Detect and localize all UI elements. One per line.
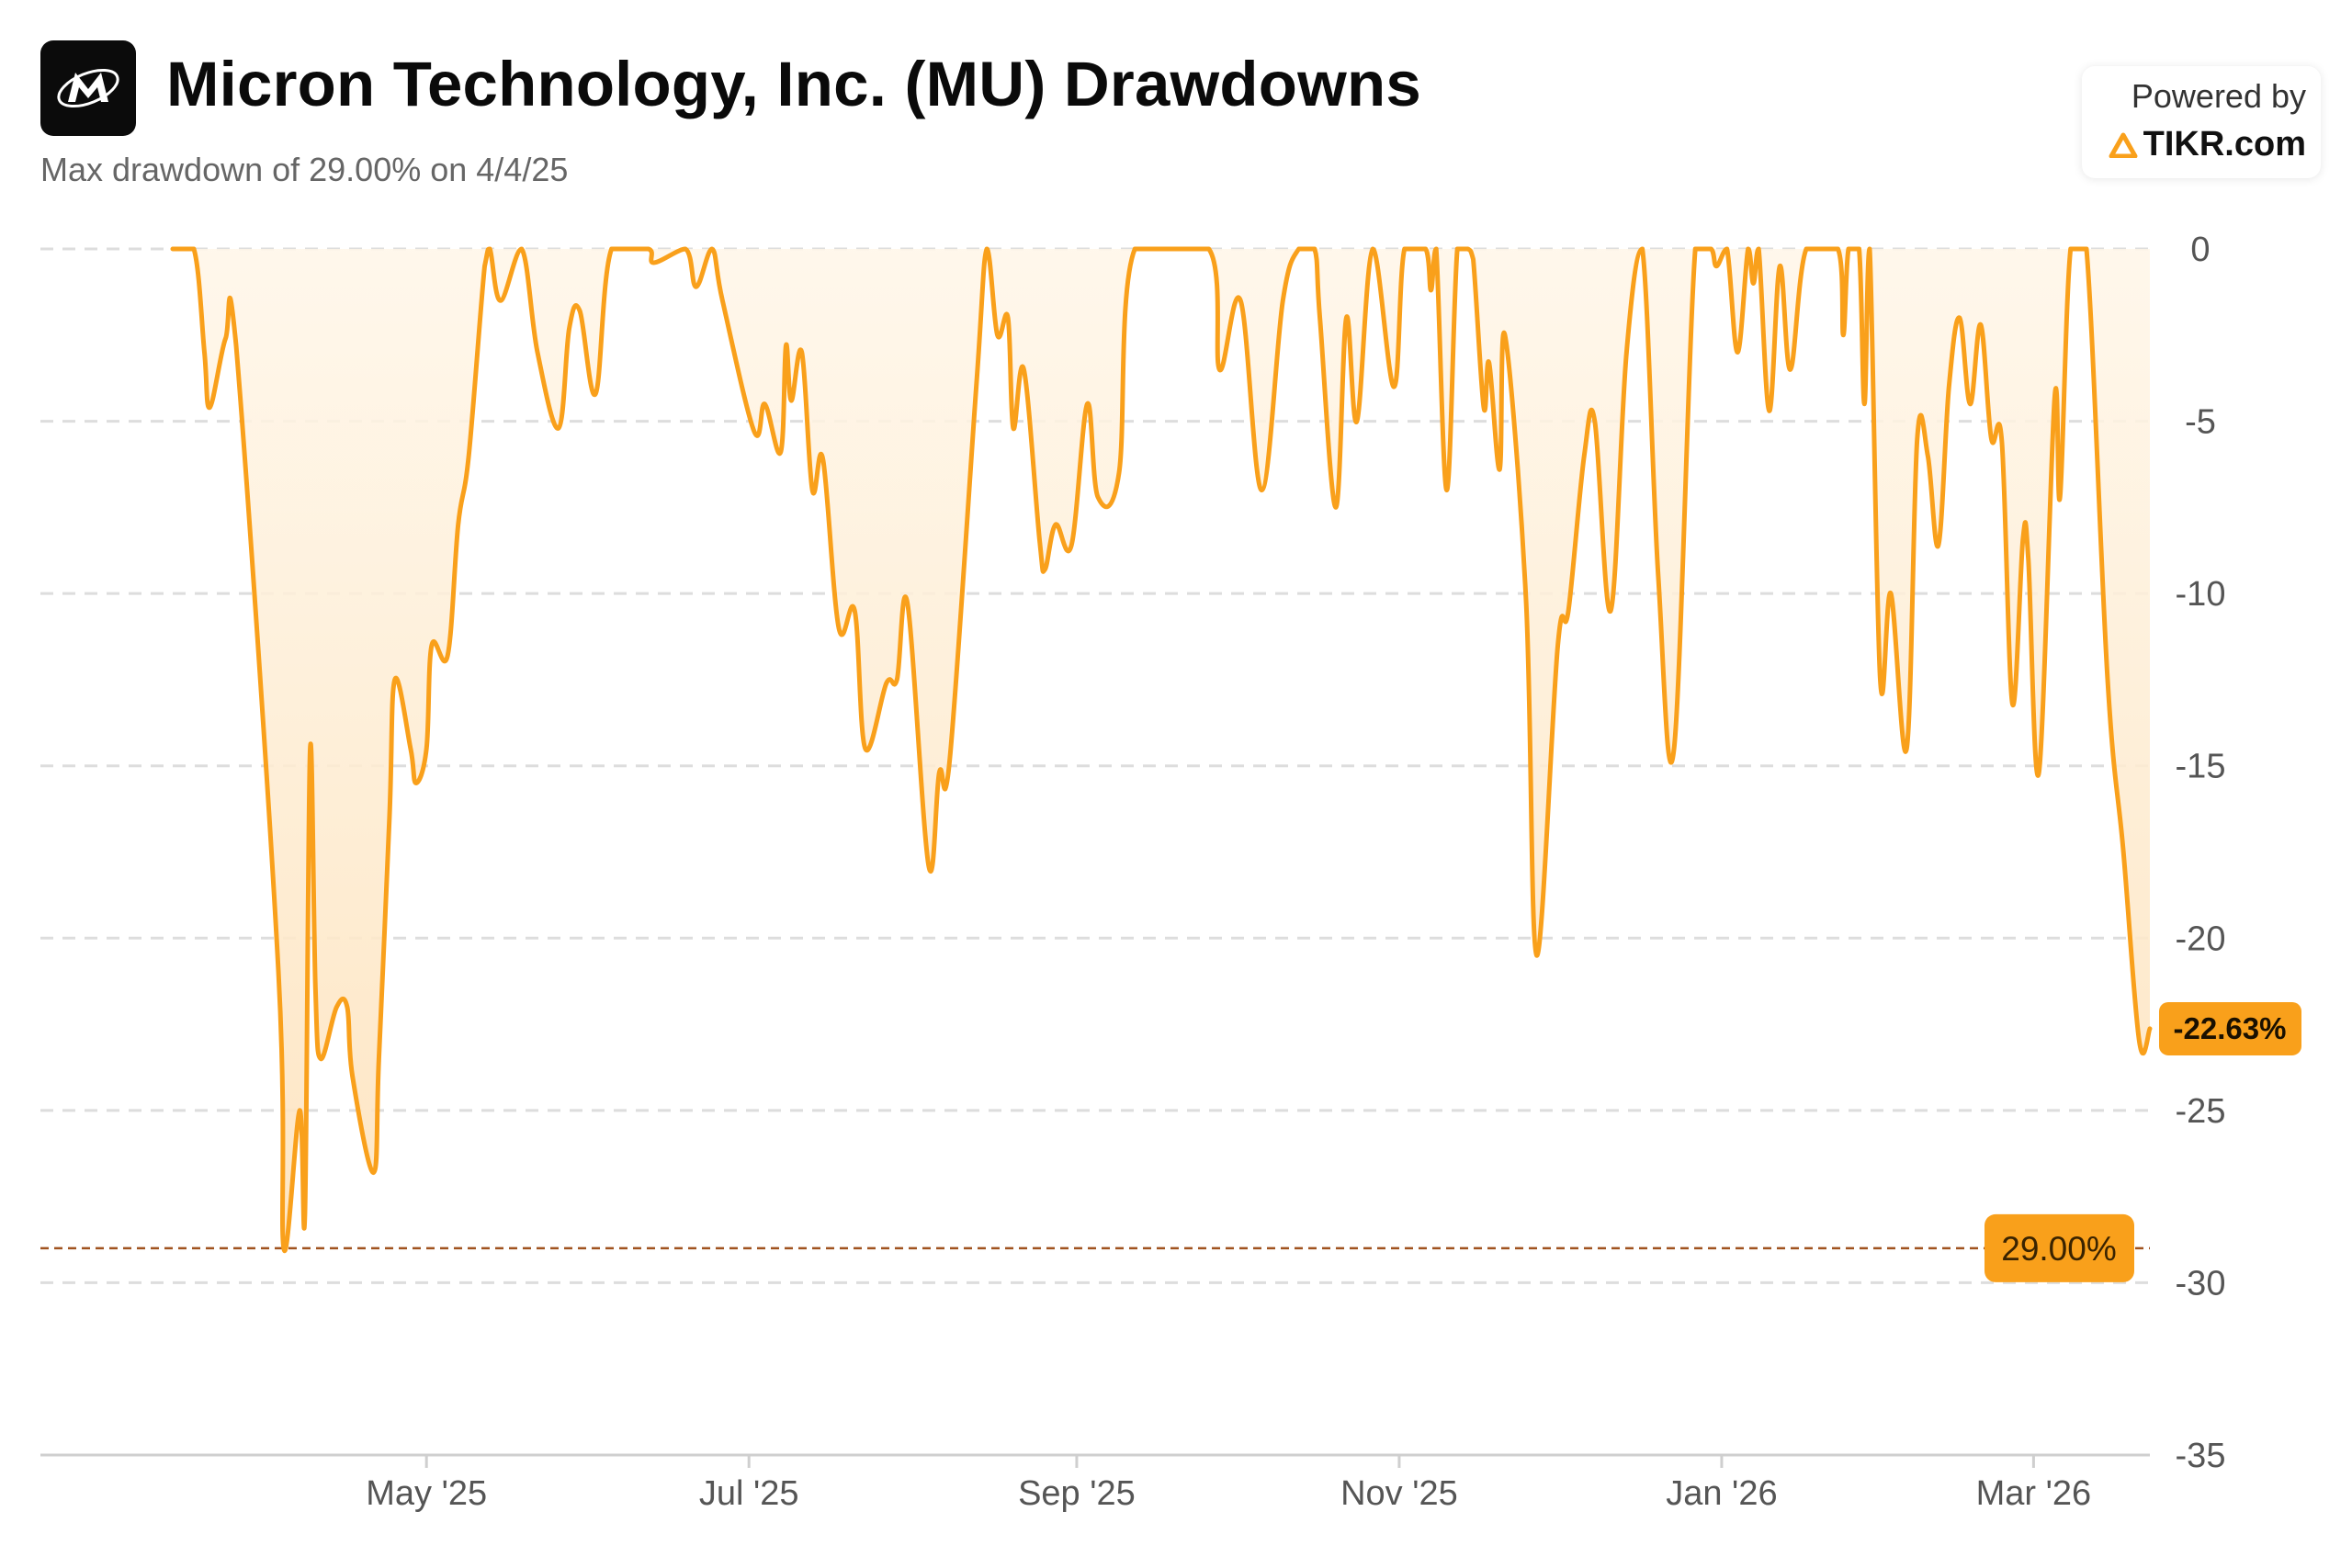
powered-by-label: Powered by — [2131, 77, 2306, 115]
y-tick-label: -20 — [2176, 919, 2226, 958]
page-title: Micron Technology, Inc. (MU) Drawdowns — [166, 49, 1421, 119]
x-tick-label: Nov '25 — [1340, 1474, 1458, 1513]
y-tick-label: -30 — [2176, 1264, 2226, 1303]
drawdown-line — [170, 246, 2153, 1254]
micron-logo-icon — [40, 40, 136, 136]
x-axis: May '25 Jul '25 Sep '25 Nov '25 Jan '26 Mar '… — [40, 1453, 2150, 1513]
y-tick-label: 0 — [2190, 231, 2210, 269]
brand-name: TIKR.com — [2143, 125, 2306, 164]
x-tick-label: Jul '25 — [699, 1474, 799, 1513]
area-layer — [173, 249, 2150, 1251]
brand-link[interactable]: TIKR.com — [2109, 125, 2306, 164]
current-value-label: -22.63% — [2174, 1011, 2287, 1045]
max-drawdown-label: 29.00% — [2001, 1230, 2117, 1268]
drawdown-area — [173, 249, 2150, 1251]
line-layer — [170, 246, 2153, 1254]
tikr-triangle-icon — [2109, 132, 2138, 158]
chart-subtitle: Max drawdown of 29.00% on 4/4/25 — [40, 151, 569, 188]
badges-layer: 29.00% -22.63% — [1984, 1001, 2301, 1282]
powered-by-badge[interactable]: Powered by TIKR.com — [2082, 66, 2321, 178]
y-tick-label: -5 — [2185, 403, 2216, 442]
x-tick-label: Jan '26 — [1666, 1474, 1777, 1513]
max-drawdown-badge: 29.00% — [1984, 1213, 2134, 1282]
y-tick-label: -10 — [2176, 575, 2226, 614]
x-tick-label: May '25 — [366, 1474, 487, 1513]
y-tick-label: -15 — [2176, 748, 2226, 786]
y-tick-label: -25 — [2176, 1092, 2226, 1131]
current-value-badge: -22.63% — [2159, 1001, 2301, 1055]
y-tick-label: -35 — [2176, 1437, 2226, 1475]
x-tick-label: Sep '25 — [1018, 1474, 1136, 1513]
x-tick-label: Mar '26 — [1976, 1474, 2092, 1513]
y-axis: 0 -5 -10 -15 -20 -25 -30 -35 — [2176, 231, 2226, 1475]
